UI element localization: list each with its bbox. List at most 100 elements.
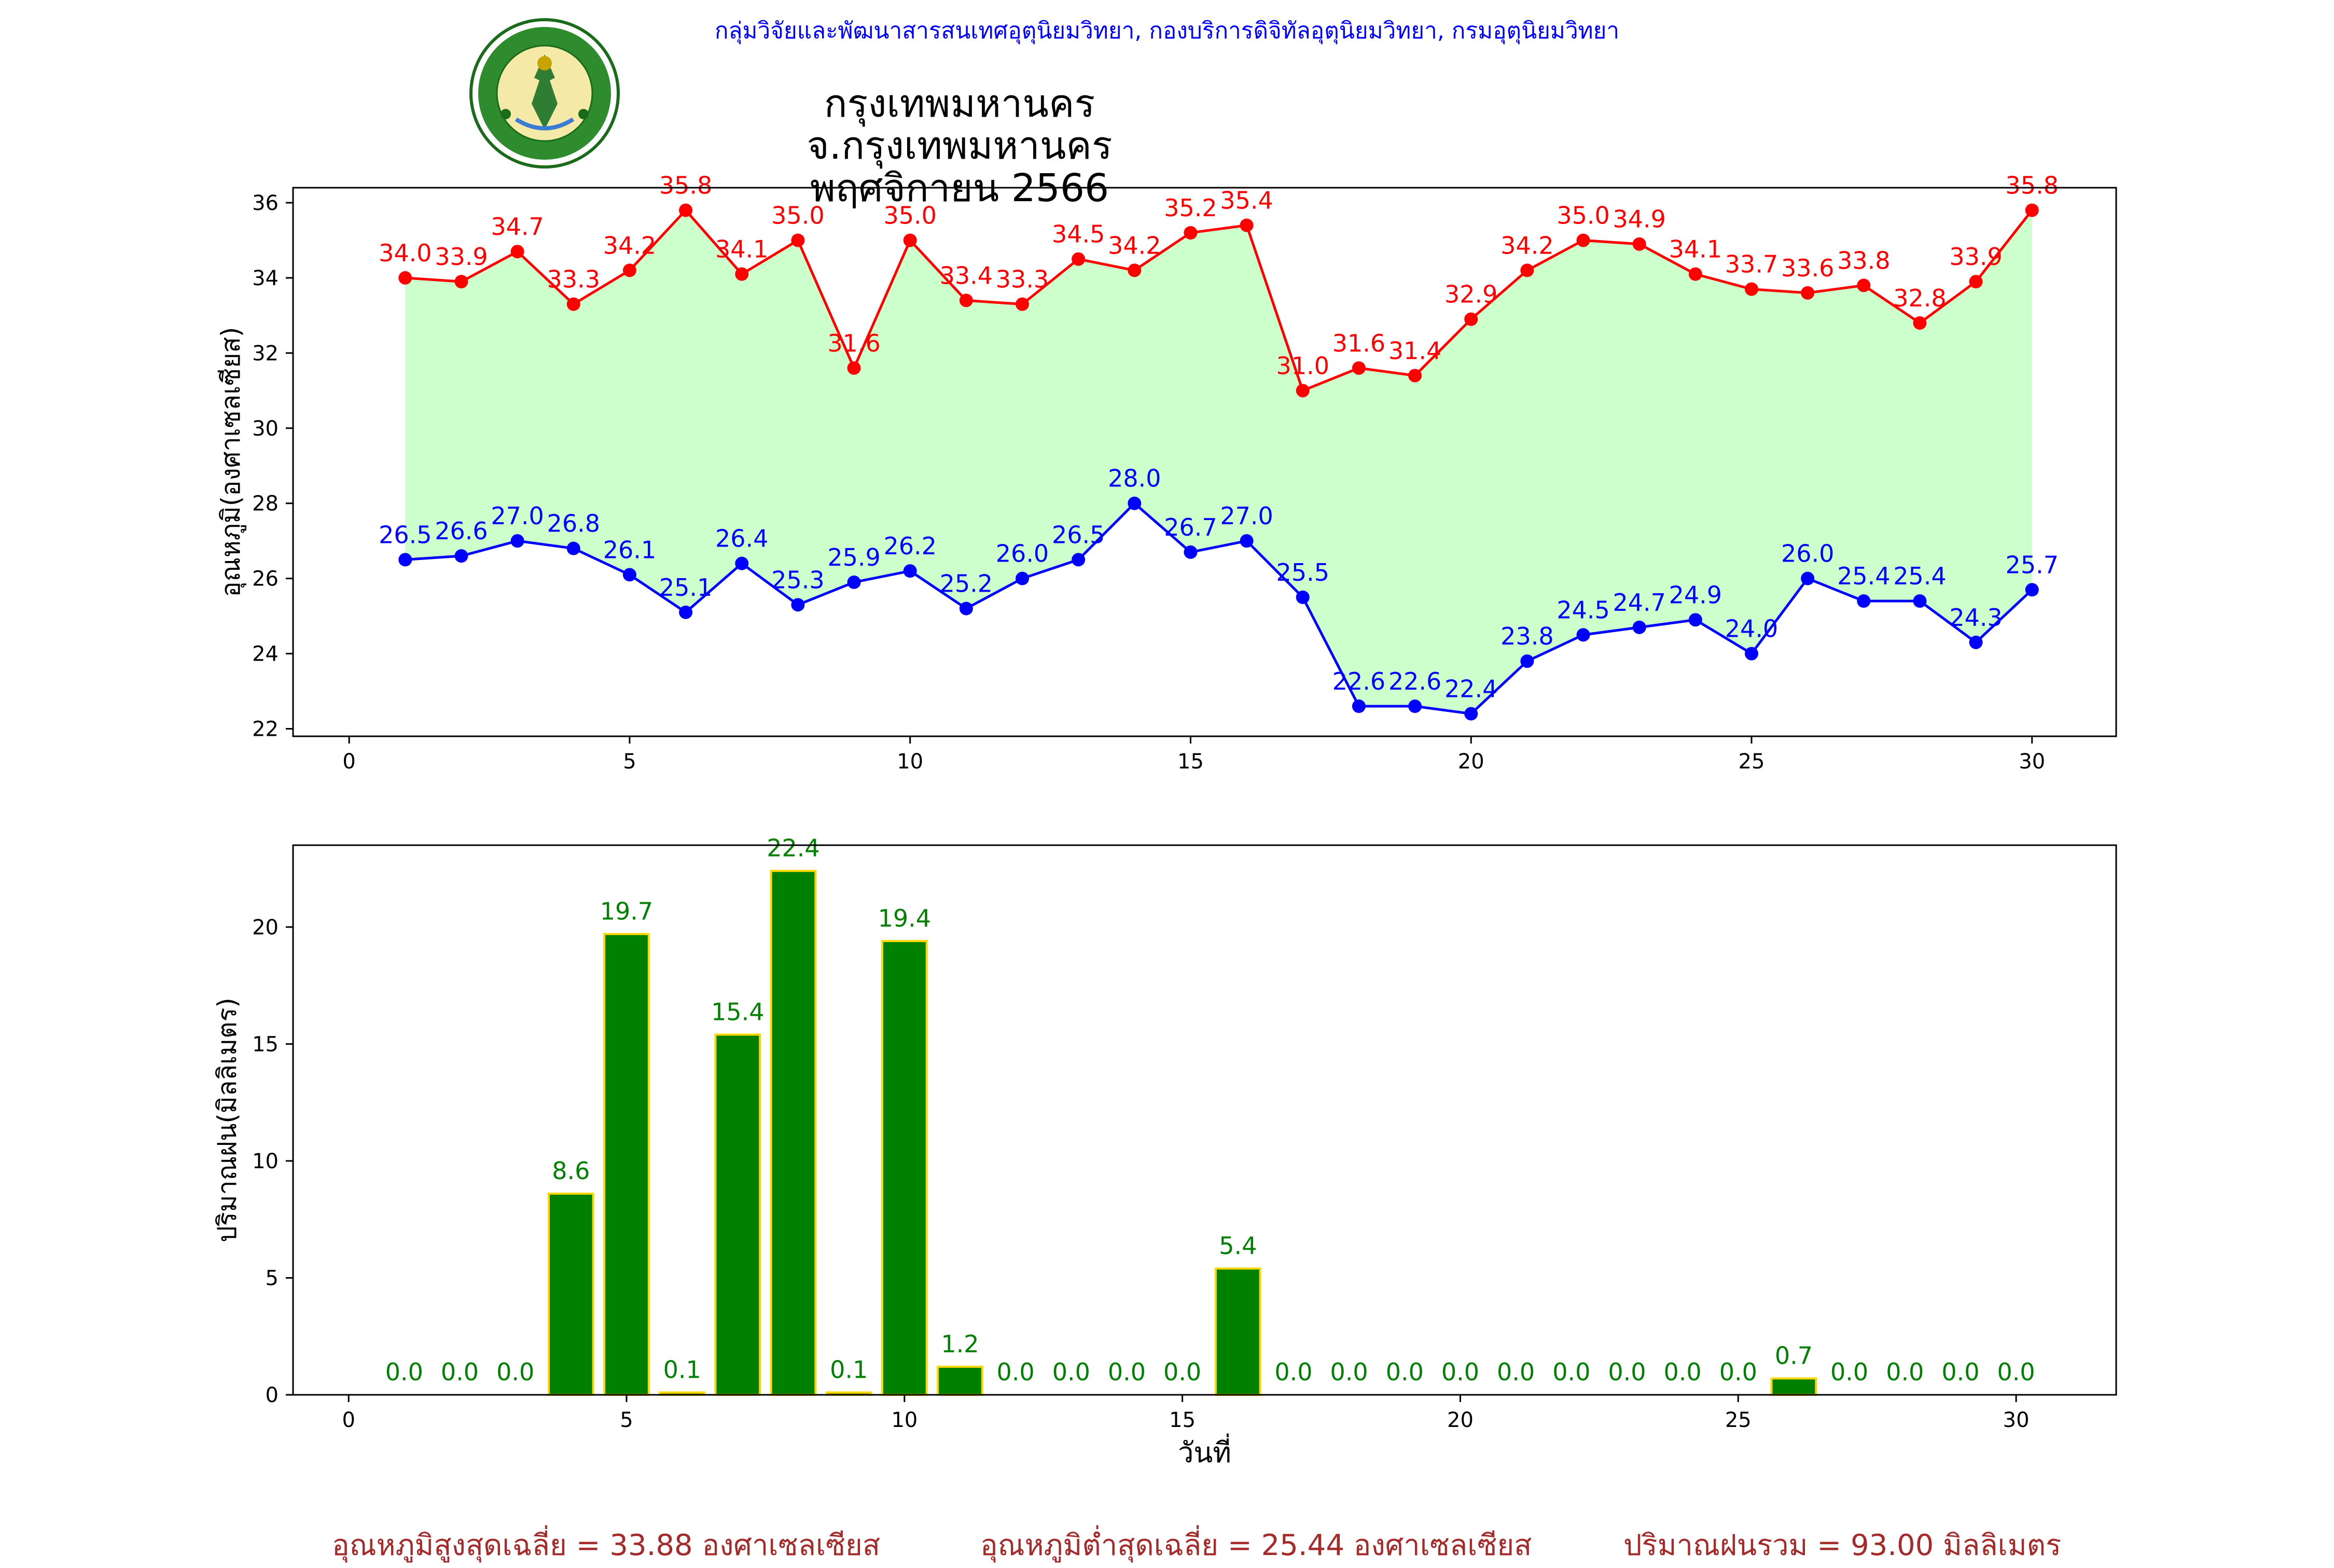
rain-bar-label: 0.0 — [1997, 1358, 2035, 1386]
min-temp-point — [510, 534, 524, 548]
rain-bar-label: 0.0 — [1330, 1358, 1368, 1386]
rain-bar-label: 0.1 — [830, 1355, 868, 1383]
meteorological-department-seal-icon — [469, 18, 620, 169]
min-temp-point — [1464, 707, 1478, 721]
max-temp-point — [1688, 267, 1702, 281]
max-temp-point — [510, 245, 524, 259]
min-temp-point — [1857, 594, 1871, 608]
rain-bar — [770, 870, 817, 1396]
max-temp-label: 33.3 — [996, 265, 1049, 293]
max-temp-point — [2025, 203, 2039, 217]
rain-bar-label: 0.0 — [441, 1358, 479, 1386]
min-temp-label: 25.1 — [659, 573, 712, 601]
min-temp-label: 26.8 — [547, 510, 600, 538]
temp-x-tick-label: 25 — [1739, 750, 1765, 774]
title-line-1: กรุงเทพมหานคร จ.กรุงเทพมหานคร — [807, 81, 1113, 169]
temp-y-tick-label: 30 — [252, 417, 279, 441]
rain-bar-label: 0.7 — [1775, 1341, 1813, 1369]
rain-x-tick-label: 0 — [342, 1408, 355, 1432]
max-temp-point — [1969, 275, 1983, 289]
rain-x-tick-label: 15 — [1169, 1408, 1196, 1432]
max-temp-point — [622, 263, 636, 277]
rain-bar-label: 0.0 — [1497, 1358, 1535, 1386]
max-temp-label: 32.8 — [1893, 284, 1946, 312]
max-temp-label: 34.7 — [491, 213, 544, 241]
temperature-range-fill — [405, 210, 2032, 714]
rain-bar — [547, 1193, 594, 1396]
temp-x-tick-label: 20 — [1458, 750, 1484, 774]
min-temp-label: 25.2 — [940, 570, 993, 598]
rain-bar — [881, 940, 928, 1396]
min-temp-label: 24.5 — [1557, 596, 1609, 624]
max-temp-point — [679, 203, 693, 217]
max-temp-line — [405, 208, 2033, 393]
min-temp-label: 25.7 — [2006, 551, 2059, 579]
rain-bar-label: 0.0 — [997, 1358, 1035, 1386]
min-temp-point — [622, 568, 636, 582]
max-temp-label: 33.7 — [1725, 250, 1778, 278]
rain-bar-label: 22.4 — [767, 834, 819, 862]
min-temp-point — [398, 553, 412, 567]
rain-bar-label: 0.0 — [1274, 1358, 1312, 1386]
rain-bar-label: 0.0 — [496, 1358, 534, 1386]
max-temp-point — [1352, 361, 1366, 375]
rain-y-tick-label: 15 — [252, 1032, 279, 1056]
max-temp-label: 34.2 — [1108, 231, 1161, 259]
rain-y-axis-label: ปริมาณฝน(มิลลิเมตร) — [212, 998, 242, 1242]
rain-bar-label: 0.0 — [1386, 1358, 1424, 1386]
min-temp-label: 24.7 — [1613, 589, 1665, 617]
max-temp-point — [1745, 282, 1758, 296]
max-temp-label: 33.4 — [940, 261, 993, 289]
rain-bar-label: 0.0 — [1941, 1358, 1979, 1386]
max-temp-point — [1072, 252, 1086, 266]
max-temp-label: 31.6 — [827, 329, 880, 357]
min-temp-point — [1801, 571, 1815, 585]
min-temp-point — [847, 575, 861, 589]
rain-bar-label: 0.0 — [1108, 1358, 1146, 1386]
max-temp-point — [791, 233, 805, 247]
rain-bar-label: 5.4 — [1219, 1231, 1257, 1259]
min-temp-point — [1632, 620, 1646, 634]
min-temp-label: 26.0 — [1781, 540, 1834, 568]
temp-y-tick-label: 24 — [252, 642, 279, 666]
max-temp-point — [1801, 286, 1815, 300]
rain-bar-label: 0.0 — [1552, 1358, 1590, 1386]
min-temp-point — [1128, 496, 1142, 510]
max-temp-point — [1913, 316, 1927, 330]
max-temp-point — [1184, 226, 1198, 240]
temp-y-axis-label: อุณหภูมิ(องศาเซลเซียส) — [216, 327, 246, 597]
max-temp-point — [1408, 369, 1422, 383]
rain-x-axis-label: วันที่ — [1178, 1433, 1231, 1469]
max-temp-label: 33.3 — [547, 265, 600, 293]
min-temp-point — [679, 605, 693, 619]
max-temp-label: 35.8 — [659, 171, 712, 199]
rain-bar-label: 0.1 — [663, 1355, 701, 1383]
max-temp-point — [735, 267, 749, 281]
min-temp-point — [566, 541, 580, 555]
max-temp-point — [903, 233, 917, 247]
max-temp-point — [847, 361, 861, 375]
min-temp-point — [1072, 553, 1086, 567]
min-temp-label: 26.5 — [379, 521, 432, 549]
min-temp-label: 26.0 — [996, 540, 1049, 568]
max-temp-point — [1857, 278, 1871, 292]
min-temp-label: 27.0 — [1220, 502, 1273, 530]
min-temp-point — [1184, 545, 1198, 559]
max-temp-label: 35.0 — [771, 201, 824, 229]
temp-y-tick-label: 22 — [252, 718, 279, 741]
temp-y-tick-label: 32 — [252, 342, 279, 366]
rain-bar — [1770, 1377, 1817, 1396]
agency-line: กลุ่มวิจัยและพัฒนาสารสนเทศอุตุนิยมวิทยา,… — [714, 18, 1620, 44]
rain-bar — [1214, 1267, 1261, 1396]
max-temp-point — [1576, 233, 1590, 247]
rain-bar-label: 0.0 — [1886, 1358, 1924, 1386]
rain-bar-label: 0.0 — [1163, 1358, 1201, 1386]
temp-y-tick-label: 34 — [252, 267, 279, 290]
min-temp-label: 26.7 — [1164, 513, 1217, 541]
rain-bar — [937, 1365, 983, 1396]
max-temp-label: 32.9 — [1444, 281, 1497, 309]
max-temp-point — [566, 297, 580, 311]
min-temp-label: 26.1 — [603, 536, 656, 564]
max-temp-label: 31.6 — [1332, 329, 1385, 357]
rain-bar-label: 0.0 — [1664, 1358, 1702, 1386]
